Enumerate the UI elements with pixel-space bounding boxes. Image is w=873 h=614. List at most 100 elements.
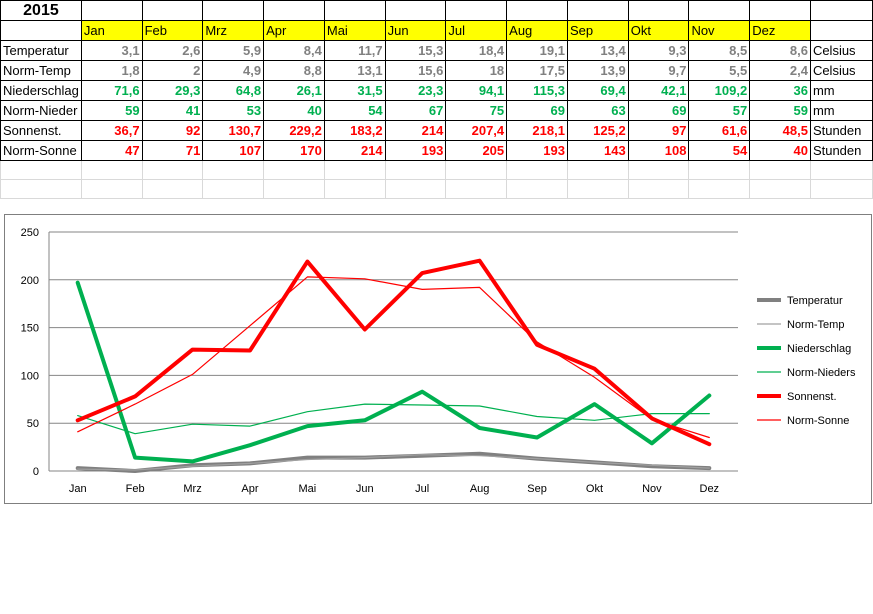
value-cell[interactable]: 170	[263, 140, 325, 161]
value-cell[interactable]: 40	[749, 140, 811, 161]
empty-cell[interactable]	[809, 20, 873, 41]
value-cell[interactable]: 40	[263, 100, 325, 121]
empty-cell[interactable]	[263, 0, 325, 21]
value-cell[interactable]: 8,8	[263, 60, 325, 81]
value-cell[interactable]: 214	[384, 120, 447, 141]
row-label-cell[interactable]: Norm-Sonne	[0, 140, 82, 161]
empty-cell[interactable]	[445, 160, 508, 180]
empty-cell[interactable]	[688, 179, 751, 199]
value-cell[interactable]: 54	[688, 140, 751, 161]
value-cell[interactable]: 107	[202, 140, 265, 161]
empty-cell[interactable]	[506, 160, 568, 180]
value-cell[interactable]: 193	[506, 140, 568, 161]
value-cell[interactable]: 94,1	[445, 80, 508, 101]
month-header-cell[interactable]: Mai	[323, 20, 386, 41]
empty-cell[interactable]	[141, 0, 204, 21]
value-cell[interactable]: 71	[141, 140, 204, 161]
value-cell[interactable]: 47	[80, 140, 143, 161]
empty-cell[interactable]	[749, 160, 811, 180]
value-cell[interactable]: 1,8	[80, 60, 143, 81]
month-header-cell[interactable]: Jan	[80, 20, 143, 41]
chart-area[interactable]: 0 50 100 150 200 250 Jan Feb Mrz Apr Mai Jun Jul Aug S…	[4, 214, 872, 504]
unit-cell[interactable]: Stunden	[809, 140, 873, 161]
value-cell[interactable]: 130,7	[202, 120, 265, 141]
empty-cell[interactable]	[566, 0, 629, 21]
value-cell[interactable]: 18	[445, 60, 508, 81]
value-cell[interactable]: 2,6	[141, 40, 204, 61]
value-cell[interactable]: 5,9	[202, 40, 265, 61]
value-cell[interactable]: 26,1	[263, 80, 325, 101]
month-header-cell[interactable]: Sep	[566, 20, 629, 41]
row-label-cell[interactable]: Norm-Temp	[0, 60, 82, 81]
empty-cell[interactable]	[688, 160, 751, 180]
empty-cell[interactable]	[202, 160, 265, 180]
value-cell[interactable]: 193	[384, 140, 447, 161]
value-cell[interactable]: 61,6	[688, 120, 751, 141]
empty-cell[interactable]	[0, 20, 82, 41]
value-cell[interactable]: 31,5	[323, 80, 386, 101]
empty-cell[interactable]	[202, 179, 265, 199]
empty-cell[interactable]	[0, 179, 82, 199]
empty-cell[interactable]	[141, 160, 204, 180]
month-header-cell[interactable]: Dez	[749, 20, 811, 41]
value-cell[interactable]: 36	[749, 80, 811, 101]
value-cell[interactable]: 75	[445, 100, 508, 121]
value-cell[interactable]: 53	[202, 100, 265, 121]
value-cell[interactable]: 29,3	[141, 80, 204, 101]
row-label-cell[interactable]: Norm-Nieder	[0, 100, 82, 121]
empty-cell[interactable]	[749, 179, 811, 199]
value-cell[interactable]: 207,4	[445, 120, 508, 141]
empty-cell[interactable]	[809, 160, 873, 180]
month-header-cell[interactable]: Jun	[384, 20, 447, 41]
empty-cell[interactable]	[809, 0, 873, 21]
empty-cell[interactable]	[384, 0, 447, 21]
value-cell[interactable]: 183,2	[323, 120, 386, 141]
value-cell[interactable]: 8,5	[688, 40, 751, 61]
empty-cell[interactable]	[323, 160, 386, 180]
value-cell[interactable]: 19,1	[506, 40, 568, 61]
value-cell[interactable]: 5,5	[688, 60, 751, 81]
value-cell[interactable]: 69	[627, 100, 690, 121]
empty-cell[interactable]	[506, 179, 568, 199]
empty-cell[interactable]	[627, 179, 690, 199]
empty-cell[interactable]	[384, 179, 447, 199]
value-cell[interactable]: 13,1	[323, 60, 386, 81]
row-label-cell[interactable]: Temperatur	[0, 40, 82, 61]
value-cell[interactable]: 64,8	[202, 80, 265, 101]
value-cell[interactable]: 9,3	[627, 40, 690, 61]
value-cell[interactable]: 36,7	[80, 120, 143, 141]
value-cell[interactable]: 23,3	[384, 80, 447, 101]
value-cell[interactable]: 109,2	[688, 80, 751, 101]
empty-cell[interactable]	[688, 0, 751, 21]
unit-cell[interactable]: mm	[809, 100, 873, 121]
empty-cell[interactable]	[323, 0, 386, 21]
value-cell[interactable]: 8,4	[263, 40, 325, 61]
empty-cell[interactable]	[809, 179, 873, 199]
row-label-cell[interactable]: Niederschlag	[0, 80, 82, 101]
unit-cell[interactable]: Stunden	[809, 120, 873, 141]
value-cell[interactable]: 63	[566, 100, 629, 121]
value-cell[interactable]: 69,4	[566, 80, 629, 101]
value-cell[interactable]: 115,3	[506, 80, 568, 101]
unit-cell[interactable]: Celsius	[809, 40, 873, 61]
value-cell[interactable]: 11,7	[323, 40, 386, 61]
value-cell[interactable]: 13,4	[566, 40, 629, 61]
empty-cell[interactable]	[566, 179, 629, 199]
empty-cell[interactable]	[80, 160, 143, 180]
value-cell[interactable]: 42,1	[627, 80, 690, 101]
value-cell[interactable]: 54	[323, 100, 386, 121]
value-cell[interactable]: 13,9	[566, 60, 629, 81]
value-cell[interactable]: 125,2	[566, 120, 629, 141]
value-cell[interactable]: 17,5	[506, 60, 568, 81]
value-cell[interactable]: 8,6	[749, 40, 811, 61]
value-cell[interactable]: 2,4	[749, 60, 811, 81]
empty-cell[interactable]	[202, 0, 265, 21]
value-cell[interactable]: 59	[749, 100, 811, 121]
empty-cell[interactable]	[566, 160, 629, 180]
value-cell[interactable]: 229,2	[263, 120, 325, 141]
value-cell[interactable]: 18,4	[445, 40, 508, 61]
empty-cell[interactable]	[141, 179, 204, 199]
row-label-cell[interactable]: Sonnenst.	[0, 120, 82, 141]
value-cell[interactable]: 2	[141, 60, 204, 81]
unit-cell[interactable]: mm	[809, 80, 873, 101]
